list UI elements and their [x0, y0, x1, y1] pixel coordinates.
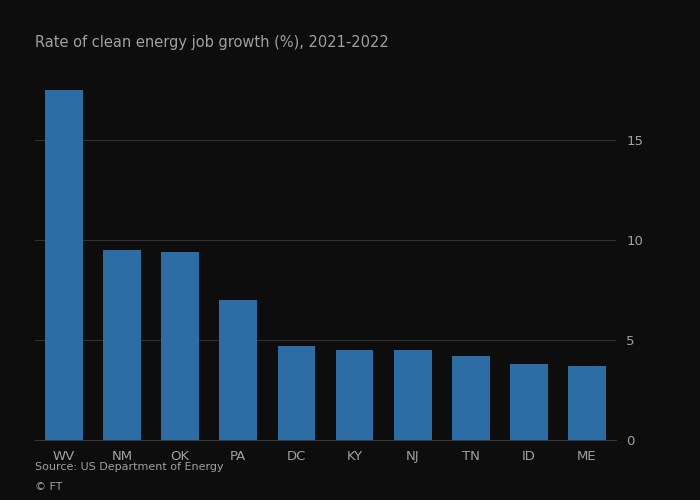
Bar — [162, 252, 199, 440]
Bar — [452, 356, 489, 440]
Text: © FT: © FT — [35, 482, 62, 492]
Bar — [46, 90, 83, 440]
Text: Source: US Department of Energy: Source: US Department of Energy — [35, 462, 223, 472]
Bar — [104, 250, 141, 440]
Bar — [568, 366, 606, 440]
Bar — [510, 364, 547, 440]
Bar — [336, 350, 373, 440]
Bar — [220, 300, 257, 440]
Text: Rate of clean energy job growth (%), 2021-2022: Rate of clean energy job growth (%), 202… — [35, 35, 388, 50]
Bar — [278, 346, 315, 440]
Bar — [394, 350, 431, 440]
